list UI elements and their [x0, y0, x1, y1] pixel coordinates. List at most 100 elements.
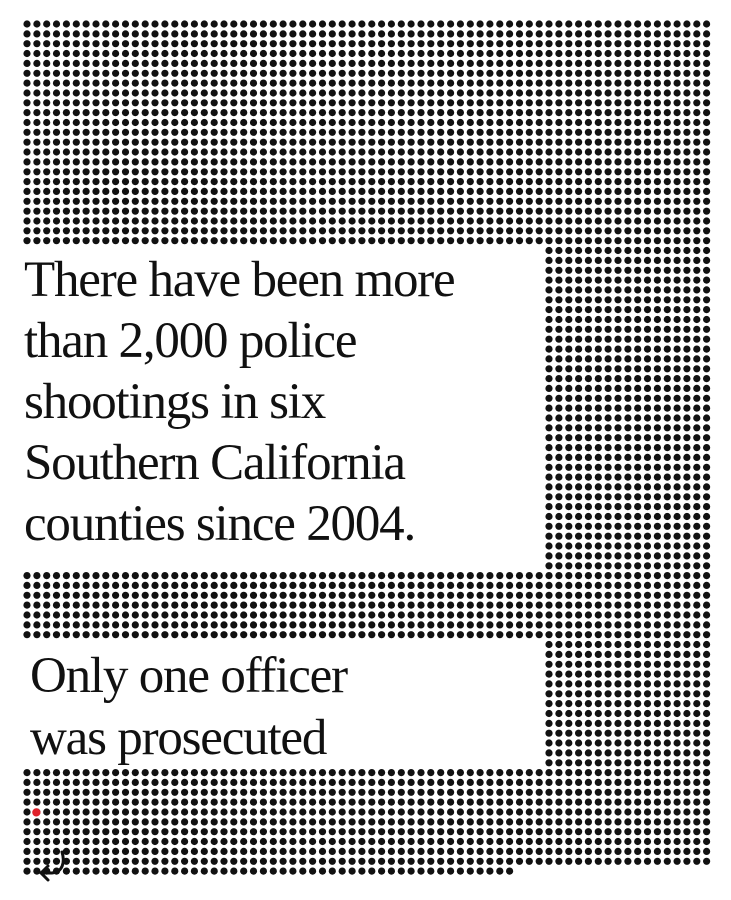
dot [289, 818, 297, 826]
dot [683, 345, 691, 353]
dot [525, 828, 533, 836]
dot [318, 148, 327, 156]
dot [368, 227, 376, 235]
dot [466, 69, 474, 77]
dot [43, 621, 51, 629]
dot [555, 749, 563, 757]
dot [269, 128, 277, 136]
dot [358, 611, 366, 619]
dot [466, 197, 474, 205]
dot [190, 99, 198, 107]
dot [584, 837, 593, 846]
dot [299, 118, 307, 127]
dot [653, 503, 662, 511]
dot [614, 276, 622, 284]
dot [417, 798, 425, 806]
dot [525, 217, 533, 225]
dot [259, 89, 267, 97]
dot [663, 355, 671, 363]
dot [575, 512, 583, 521]
dot [555, 522, 563, 530]
dot [456, 631, 464, 639]
dot [368, 40, 376, 48]
dot [131, 217, 139, 225]
dot [33, 138, 41, 146]
dot [693, 542, 701, 550]
dot [299, 207, 307, 215]
dot [447, 158, 455, 166]
dot [515, 237, 524, 245]
dot [515, 89, 524, 97]
dot [693, 69, 701, 77]
dot [624, 837, 632, 846]
dot [703, 237, 711, 245]
dot [190, 631, 198, 639]
dot [496, 857, 504, 865]
dot [515, 828, 524, 836]
dot [338, 109, 346, 117]
dot [407, 168, 415, 176]
dot [299, 837, 307, 846]
dot [52, 69, 61, 77]
dot [269, 217, 277, 225]
dot [82, 158, 90, 166]
dot [555, 207, 563, 215]
dot [141, 128, 149, 136]
dot [52, 118, 61, 127]
dot [249, 621, 258, 629]
dot [624, 286, 632, 294]
dot [200, 49, 208, 58]
dot [643, 611, 652, 619]
dot [358, 867, 366, 875]
dot [289, 49, 297, 58]
dot [190, 847, 198, 856]
dot [72, 847, 80, 856]
dot [466, 611, 474, 619]
dot [614, 315, 622, 324]
dot [210, 178, 218, 186]
dot [220, 99, 228, 107]
dot [545, 306, 553, 314]
dot [171, 611, 179, 619]
dot [683, 749, 691, 757]
dot [368, 89, 376, 97]
dot [338, 118, 346, 127]
dot [545, 384, 553, 392]
dot [456, 69, 464, 77]
dot [72, 778, 80, 787]
dot [565, 207, 573, 215]
dot [604, 769, 612, 777]
dot [437, 581, 445, 590]
dot [407, 611, 415, 619]
dot [417, 128, 425, 136]
dot [427, 769, 435, 777]
dot [486, 788, 494, 796]
dot [663, 384, 671, 392]
dot [693, 335, 701, 343]
dot [496, 30, 504, 38]
dot [683, 581, 691, 590]
dot [693, 414, 701, 422]
dot [328, 109, 336, 117]
dot [663, 178, 671, 186]
dot [447, 601, 455, 609]
dot [614, 394, 622, 402]
dot [52, 591, 61, 599]
dot [92, 20, 100, 28]
dot [683, 276, 691, 284]
dot [604, 847, 612, 856]
dot [230, 89, 238, 97]
dot [249, 59, 258, 67]
dot [525, 59, 533, 67]
dot [358, 138, 366, 146]
dot [604, 788, 612, 796]
dot [594, 256, 602, 264]
dot [653, 463, 662, 471]
dot [397, 30, 405, 38]
dot [102, 118, 110, 127]
dot [703, 384, 711, 392]
dot [624, 532, 632, 540]
dot [653, 788, 662, 796]
dot [338, 197, 346, 205]
dot [476, 857, 484, 865]
